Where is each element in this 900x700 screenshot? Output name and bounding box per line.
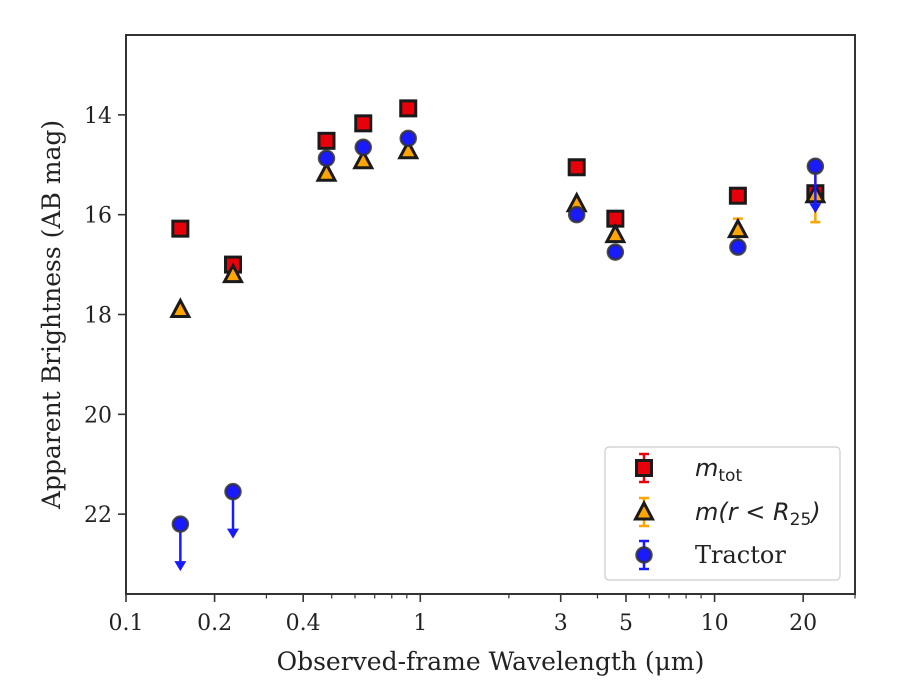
legend-marker-tractor (635, 546, 653, 564)
data-point-tractor (171, 515, 190, 533)
data-point-mr25 (604, 222, 627, 244)
upper-limit-arrowhead (809, 203, 822, 214)
legend-marker-mr25 (633, 499, 655, 521)
upper-limit-arrowhead (227, 528, 240, 539)
y-tick-label: 18 (84, 304, 112, 329)
legend-label-mr25: m(r < R25) (695, 498, 821, 530)
legend: mtot m(r < R25) Tractor (604, 446, 841, 581)
data-point-tractor (567, 205, 586, 224)
x-tick-label: 5 (619, 611, 633, 636)
y-axis-title: Apparent Brightness (AB mag) (37, 120, 66, 510)
series-mtot (171, 99, 825, 274)
y-tick-label: 14 (84, 104, 112, 129)
y-tick-label: 20 (84, 403, 112, 428)
series-mr25 (169, 138, 827, 319)
data-point-mtot (317, 131, 336, 150)
data-point-mr25 (222, 262, 245, 284)
x-tick-label: 0.4 (286, 611, 321, 636)
x-tick-label: 0.1 (109, 611, 144, 636)
data-point-mtot (171, 219, 190, 238)
y-tick-label: 22 (84, 503, 112, 528)
data-point-mr25 (397, 138, 420, 160)
x-axis-title: Observed-frame Wavelength (μm) (277, 647, 705, 676)
upper-limit-arrowhead (174, 561, 187, 572)
data-point-mr25 (169, 297, 192, 319)
data-point-mtot (354, 114, 373, 133)
data-point-tractor (606, 243, 625, 261)
x-tick-label: 20 (789, 611, 817, 636)
data-point-mtot (567, 158, 586, 177)
data-point-mtot (399, 99, 418, 118)
data-point-tractor (224, 482, 242, 501)
legend-label-mtot: mtot (695, 454, 742, 486)
data-point-tractor (399, 129, 417, 148)
data-point-mr25 (726, 217, 749, 239)
x-tick-label: 1 (413, 611, 427, 636)
x-tick-label: 3 (554, 611, 568, 636)
legend-marker-mtot (635, 459, 653, 477)
legend-box (604, 446, 841, 581)
data-point-tractor (317, 149, 336, 168)
plot-frame (125, 34, 856, 595)
x-tick-label: 0.2 (197, 611, 232, 636)
y-tick-label: 16 (84, 204, 112, 229)
legend-label-tractor: Tractor (695, 541, 786, 569)
series-tractor (171, 129, 825, 572)
data-points (169, 99, 827, 572)
data-point-tractor (806, 157, 825, 176)
x-tick-label: 10 (701, 611, 729, 636)
data-point-mtot (728, 186, 747, 205)
axis-ticks: 0.1 0.2 0.4 1 3 5 10 20 14 16 18 20 22 (84, 104, 856, 636)
data-point-mr25 (315, 161, 338, 182)
data-point-mr25 (352, 148, 375, 170)
data-point-tractor (729, 238, 747, 256)
data-point-tractor (354, 138, 373, 157)
